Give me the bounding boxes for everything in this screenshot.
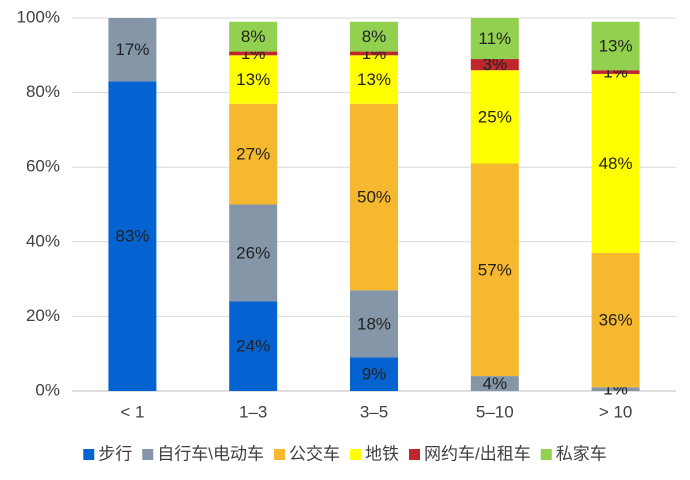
data-label: 4% [483, 374, 508, 393]
bar-segment [470, 376, 519, 391]
bar-segment [470, 59, 519, 71]
x-tick-label: 5–10 [476, 402, 514, 421]
x-tick-label: 3–5 [360, 402, 388, 421]
bar-segment [591, 21, 640, 71]
bar-segment [591, 252, 640, 388]
data-label: 8% [362, 27, 387, 46]
y-tick-label: 0% [35, 380, 60, 399]
data-label: 18% [357, 314, 391, 333]
data-label: 3% [483, 55, 508, 74]
y-tick-label: 20% [26, 306, 60, 325]
data-label: 9% [362, 365, 387, 384]
data-label: 83% [115, 227, 149, 246]
bar-segment [591, 73, 640, 253]
bar-segment [229, 55, 278, 104]
data-label: 25% [478, 107, 512, 126]
data-label: 27% [236, 145, 270, 164]
bar-segment [108, 81, 157, 391]
bar-segment [470, 163, 519, 377]
bar-segment [229, 103, 278, 205]
data-label: 8% [241, 27, 266, 46]
legend-label: 步行 [98, 444, 132, 463]
x-tick-label: < 1 [120, 402, 144, 421]
data-label: 17% [115, 40, 149, 59]
x-tick-label: > 10 [599, 402, 633, 421]
x-tick-label: 1–3 [239, 402, 267, 421]
bar-segment [470, 18, 519, 60]
legend-swatch [142, 449, 154, 460]
data-label: 24% [236, 337, 270, 356]
bar-segment [350, 51, 398, 56]
data-label: 13% [236, 70, 270, 89]
bar-segment [350, 103, 398, 291]
legend-swatch [350, 449, 361, 460]
legend-label: 私家车 [556, 444, 607, 463]
legend-label: 网约车/出租车 [424, 444, 531, 463]
bar-segment [229, 51, 278, 56]
data-label: 13% [599, 36, 633, 55]
bar-segment [350, 290, 398, 358]
bar-segment [591, 387, 640, 391]
bar-segment [229, 301, 278, 391]
bar-segment [108, 18, 157, 82]
bar-segment [350, 357, 398, 391]
legend-label: 地铁 [365, 444, 399, 463]
legend-swatch [83, 449, 95, 460]
legend-swatch [540, 449, 552, 460]
y-tick-label: 60% [26, 157, 60, 176]
data-label: 13% [357, 70, 391, 89]
data-label: 36% [599, 311, 633, 330]
data-label: 57% [478, 260, 512, 279]
y-tick-label: 80% [26, 82, 60, 101]
bar-segment [229, 204, 278, 302]
legend-label: 自行车\电动车 [157, 444, 264, 463]
data-label: 26% [236, 243, 270, 262]
bar-segment [350, 55, 398, 104]
legend-swatch [274, 449, 285, 460]
data-label: 50% [357, 188, 391, 207]
bar-segment [470, 70, 519, 164]
bar-segment [229, 21, 278, 52]
legend-swatch [409, 449, 420, 460]
data-label: 11% [478, 29, 511, 48]
bar-segment [350, 21, 398, 52]
bar-segment [591, 70, 640, 74]
data-label: 48% [599, 154, 633, 173]
legend-label: 公交车 [289, 444, 340, 463]
y-tick-label: 100% [17, 7, 60, 26]
y-tick-label: 40% [26, 231, 60, 250]
